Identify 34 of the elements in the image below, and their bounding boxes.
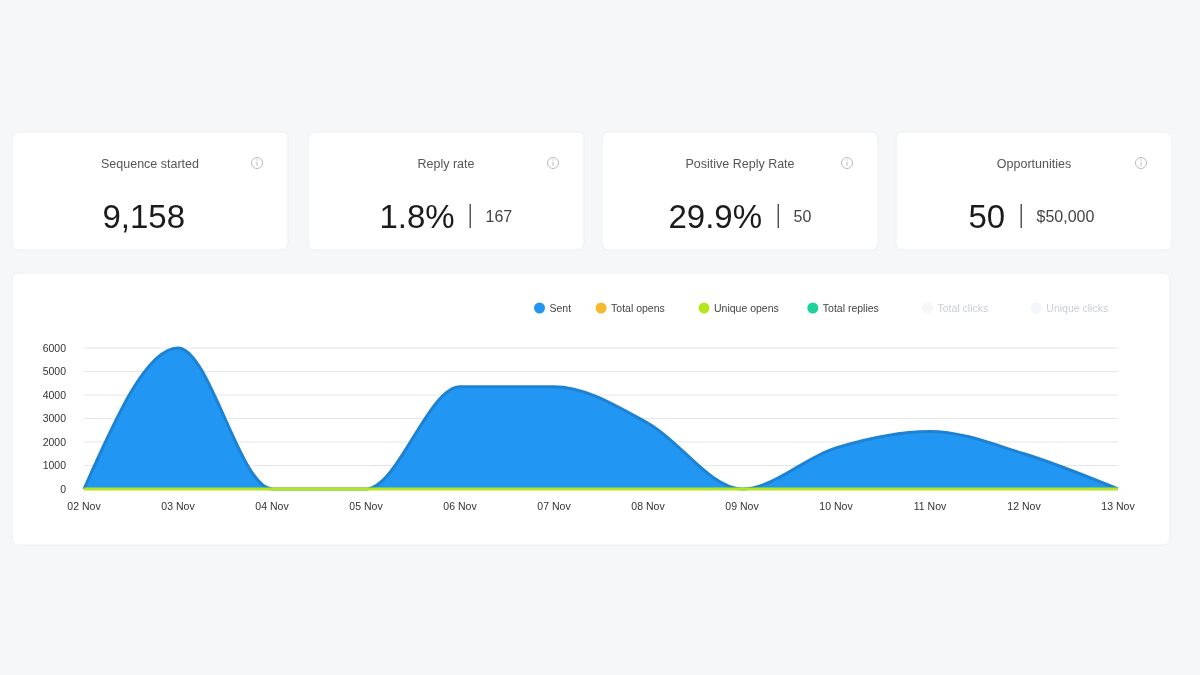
text: 167 xyxy=(485,208,513,225)
legend-label: Unique opens xyxy=(714,301,779,314)
x-tick-label: 05 Nov xyxy=(349,500,384,512)
text: 29.9% xyxy=(668,198,763,235)
x-tick-label: 11 Nov xyxy=(913,500,947,512)
x-tick-label: 08 Nov xyxy=(631,500,666,512)
y-tick-label: 0 xyxy=(60,482,67,495)
x-tick-label: 09 Nov xyxy=(725,500,760,512)
x-tick-label: 10 Nov xyxy=(819,500,854,512)
legend-label: Sent xyxy=(549,301,572,314)
x-tick-label: 12 Nov xyxy=(1007,500,1042,512)
text: Sequence started xyxy=(101,157,200,171)
legend-label: Total opens xyxy=(611,301,665,314)
x-tick-label: 06 Nov xyxy=(443,500,478,512)
y-tick-label: 4000 xyxy=(42,388,67,401)
y-tick-label: 3000 xyxy=(42,412,67,425)
y-tick-label: 1000 xyxy=(42,459,67,472)
text: Reply rate xyxy=(417,157,475,171)
x-tick-label: 03 Nov xyxy=(161,500,196,512)
x-tick-label: 07 Nov xyxy=(537,500,572,512)
y-tick-label: 6000 xyxy=(42,341,67,354)
x-tick-label: 13 Nov xyxy=(1101,500,1136,512)
text: $50,000 xyxy=(1036,208,1095,225)
x-tick-label: 04 Nov xyxy=(255,500,290,512)
y-tick-label: 5000 xyxy=(42,365,67,378)
text: 50 xyxy=(793,208,812,225)
legend-label: Total replies xyxy=(822,301,879,314)
text: 1.8% xyxy=(379,198,455,235)
text: 50 xyxy=(968,198,1006,235)
text: 9,158 xyxy=(102,198,186,235)
text: Opportunities xyxy=(996,157,1072,171)
x-tick-label: 02 Nov xyxy=(67,500,102,512)
y-tick-label: 2000 xyxy=(42,435,67,448)
text: Positive Reply Rate xyxy=(685,157,795,171)
